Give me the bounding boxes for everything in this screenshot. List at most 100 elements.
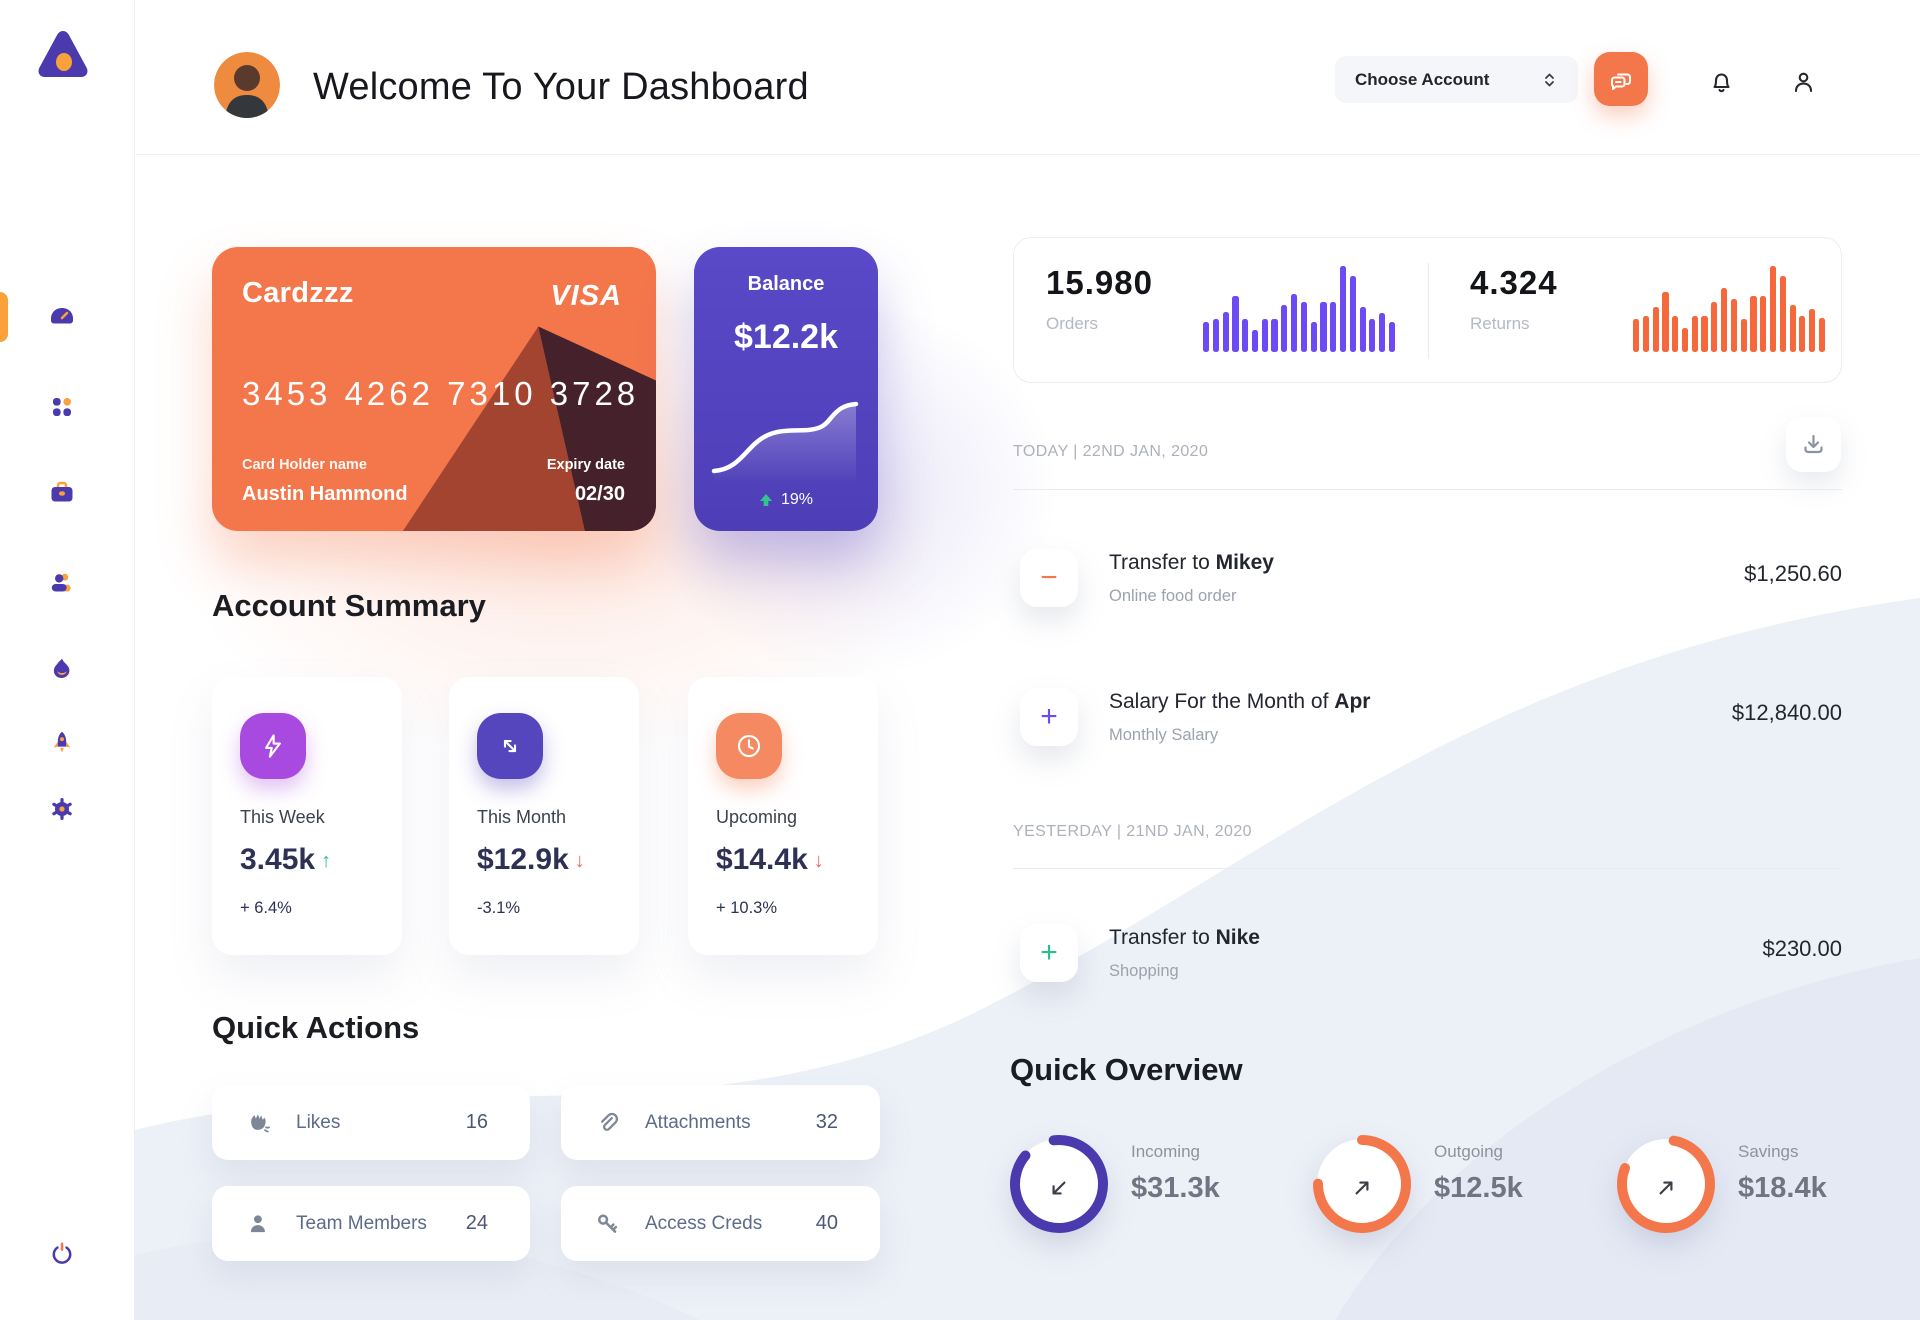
outgoing-ring xyxy=(1310,1132,1414,1236)
choose-account-select[interactable]: Choose Account xyxy=(1335,56,1578,103)
sidebar-item-dashboard[interactable] xyxy=(48,303,76,331)
sidebar-item-work[interactable] xyxy=(48,479,76,507)
apps-grid-icon xyxy=(53,398,71,416)
summary-delta: -3.1% xyxy=(477,899,521,917)
active-nav-indicator xyxy=(0,292,8,342)
profile-button[interactable] xyxy=(1782,62,1826,106)
balance-card[interactable]: Balance $12.2k 19% xyxy=(694,247,878,531)
trend-arrows-icon xyxy=(477,713,543,779)
quick-action-count: 32 xyxy=(815,1111,838,1133)
transaction-row[interactable]: − Transfer to Mikey Online food order $1… xyxy=(1013,543,1842,623)
chevron-up-down-icon xyxy=(1545,73,1554,86)
card-holder-label: Card Holder name xyxy=(242,457,367,473)
sidebar-item-launch[interactable] xyxy=(48,729,76,757)
orders-label: Orders xyxy=(1046,314,1098,333)
bolt-icon xyxy=(240,713,306,779)
savings-ring xyxy=(1614,1132,1718,1236)
orders-mini-chart xyxy=(1203,266,1401,352)
person-icon xyxy=(1794,72,1813,92)
transaction-row[interactable]: + Salary For the Month of Apr Monthly Sa… xyxy=(1013,682,1842,762)
transactions-divider xyxy=(1013,868,1842,869)
up-right-arrow-icon xyxy=(1355,1181,1369,1195)
overview-outgoing: Outgoing $12.5k xyxy=(1310,1128,1610,1238)
balance-change: 19% xyxy=(694,491,878,509)
card-holder-name: Austin Hammond xyxy=(242,483,408,505)
clock-icon xyxy=(716,713,782,779)
credit-card[interactable]: Cardzzz VISA 3453 4262 7310 3728 Card Ho… xyxy=(212,247,656,531)
summary-value: $14.4k ↓ xyxy=(716,843,824,876)
incoming-ring xyxy=(1007,1132,1111,1236)
summary-card-this-month[interactable]: This Month $12.9k ↓ -3.1% xyxy=(449,677,639,955)
choose-account-label: Choose Account xyxy=(1355,69,1490,89)
overview-label: Outgoing xyxy=(1434,1142,1503,1161)
balance-title: Balance xyxy=(747,273,825,295)
sidebar-item-settings[interactable] xyxy=(48,795,76,823)
stats-divider xyxy=(1428,263,1429,359)
header-divider xyxy=(136,154,1920,155)
transaction-title: Transfer to Nike xyxy=(1109,926,1260,949)
quick-action-label: Access Creds xyxy=(645,1212,763,1234)
app-logo[interactable] xyxy=(33,26,93,86)
logo-triangle-icon xyxy=(38,31,88,77)
account-summary-heading: Account Summary xyxy=(212,588,486,623)
summary-delta: + 10.3% xyxy=(716,899,778,917)
page-title: Welcome To Your Dashboard xyxy=(313,66,809,108)
user-avatar[interactable] xyxy=(214,52,280,118)
trend-down-arrow: ↓ xyxy=(574,850,585,872)
key-icon xyxy=(597,1214,618,1233)
balance-amount: $12.2k xyxy=(734,318,838,356)
transactions-divider xyxy=(1013,489,1842,490)
orders-value: 15.980 xyxy=(1046,264,1153,301)
transaction-amount: $230.00 xyxy=(1762,936,1842,961)
transaction-amount: $12,840.00 xyxy=(1731,700,1842,725)
power-icon xyxy=(52,1242,72,1264)
quick-overview-heading: Quick Overview xyxy=(1010,1052,1243,1087)
overview-value: $12.5k xyxy=(1434,1172,1523,1204)
member-icon xyxy=(250,1214,265,1232)
logout-button[interactable] xyxy=(48,1240,76,1268)
down-left-arrow-icon xyxy=(1052,1181,1066,1195)
quick-action-access-creds[interactable]: Access Creds 40 xyxy=(561,1186,880,1261)
briefcase-icon xyxy=(51,481,73,502)
overview-incoming: Incoming $31.3k xyxy=(1007,1128,1307,1238)
quick-action-count: 24 xyxy=(465,1212,488,1234)
up-right-arrow-icon xyxy=(1659,1181,1673,1195)
notifications-button[interactable] xyxy=(1700,62,1744,106)
sidebar-item-team[interactable] xyxy=(48,569,76,597)
returns-label: Returns xyxy=(1470,314,1530,333)
quick-action-label: Likes xyxy=(296,1111,341,1133)
returns-mini-chart xyxy=(1633,266,1831,352)
transaction-row[interactable]: + Transfer to Nike Shopping $230.00 xyxy=(1013,918,1842,998)
transaction-subtitle: Shopping xyxy=(1109,962,1179,980)
quick-action-likes[interactable]: Likes 16 xyxy=(212,1085,530,1160)
overview-label: Incoming xyxy=(1131,1142,1200,1161)
download-button[interactable] xyxy=(1786,417,1841,472)
summary-card-this-week[interactable]: This Week 3.45k ↑ + 6.4% xyxy=(212,677,402,955)
sidebar-item-apps[interactable] xyxy=(48,393,76,421)
sidebar-item-activity[interactable] xyxy=(48,655,76,683)
summary-label: Upcoming xyxy=(716,807,798,827)
transaction-amount: $1,250.60 xyxy=(1744,561,1842,586)
summary-value: $12.9k ↓ xyxy=(477,843,585,876)
trend-up-arrow: ↑ xyxy=(321,850,332,872)
visa-logo: VISA xyxy=(550,280,622,312)
overview-value: $31.3k xyxy=(1131,1172,1220,1204)
trend-down-arrow: ↓ xyxy=(813,850,824,872)
dashboard-icon xyxy=(51,308,73,324)
plus-icon: + xyxy=(1020,924,1078,982)
quick-action-label: Attachments xyxy=(645,1111,751,1133)
card-expiry-value: 02/30 xyxy=(574,483,625,505)
card-number: 3453 4262 7310 3728 xyxy=(242,375,640,412)
summary-label: This Month xyxy=(477,807,567,827)
quick-action-attachments[interactable]: Attachments 32 xyxy=(561,1085,880,1160)
quick-action-team-members[interactable]: Team Members 24 xyxy=(212,1186,530,1261)
summary-card-upcoming[interactable]: Upcoming $14.4k ↓ + 10.3% xyxy=(688,677,878,955)
transactions-date-yesterday: YESTERDAY | 21ND JAN, 2020 xyxy=(1013,823,1252,840)
clap-hand-icon xyxy=(251,1113,270,1132)
rocket-icon xyxy=(53,731,71,753)
avatar-image xyxy=(214,52,280,118)
users-icon xyxy=(51,573,71,592)
messages-button[interactable] xyxy=(1594,52,1648,106)
card-expiry-label: Expiry date xyxy=(546,457,625,473)
